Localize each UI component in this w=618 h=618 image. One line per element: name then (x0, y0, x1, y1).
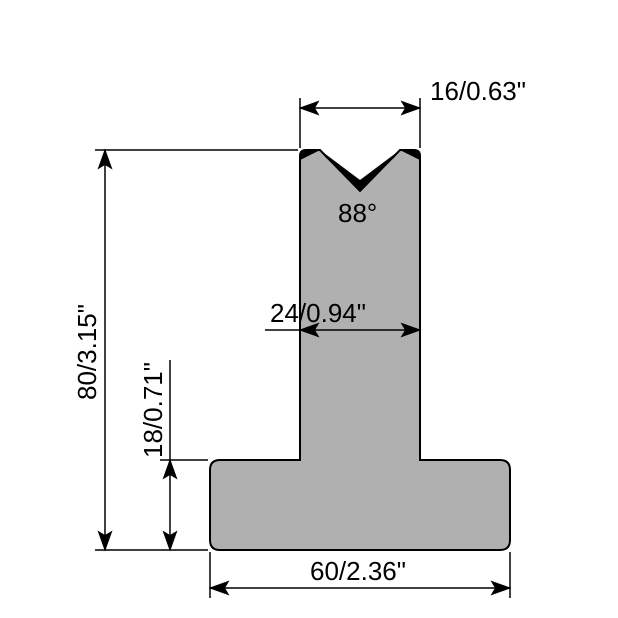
dim-base-width: 60/2.36" (210, 552, 510, 598)
technical-drawing: 16/0.63" 88° 24/0.94" 80/3.15" 18/0.71" … (0, 0, 618, 618)
dim-base-height-label: 18/0.71" (138, 362, 168, 458)
dim-angle: 88° (338, 198, 377, 228)
dim-total-height-label: 80/3.15" (72, 304, 102, 400)
dim-angle-label: 88° (338, 198, 377, 228)
dim-top-width-label: 16/0.63" (430, 76, 526, 106)
dim-base-height: 18/0.71" (138, 360, 208, 550)
dim-stem-width-label: 24/0.94" (270, 298, 366, 328)
dim-base-width-label: 60/2.36" (310, 556, 406, 586)
dim-top-width: 16/0.63" (300, 76, 526, 148)
